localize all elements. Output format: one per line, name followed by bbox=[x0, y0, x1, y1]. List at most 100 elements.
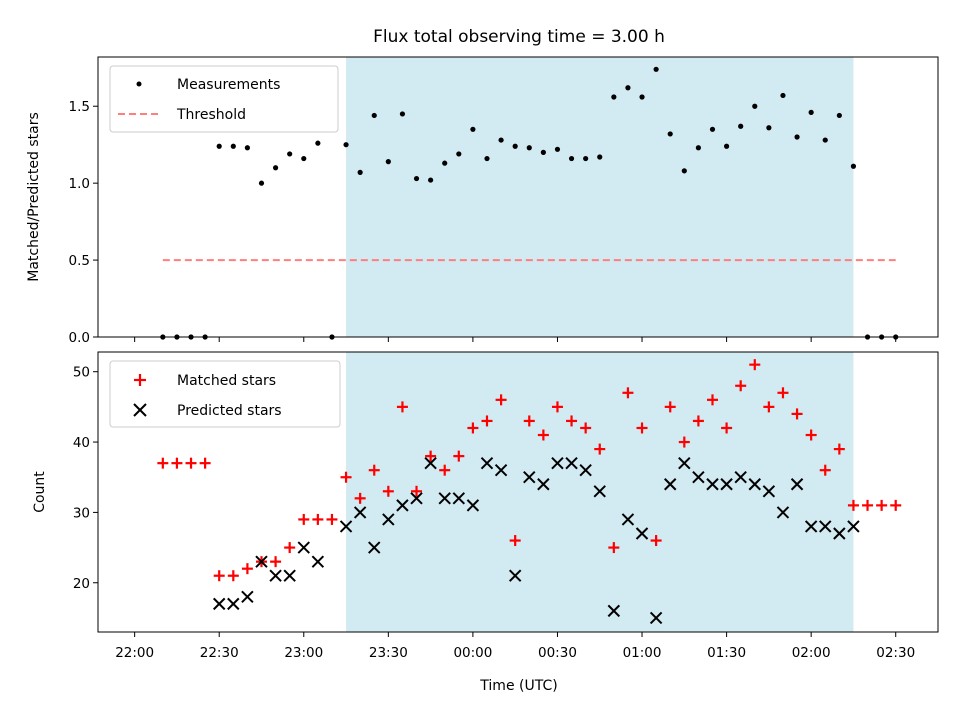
measurement-point bbox=[625, 85, 631, 91]
predicted-star-stroke-b bbox=[353, 506, 367, 519]
matched-star-point bbox=[453, 450, 465, 462]
measurement-point bbox=[709, 126, 716, 132]
predicted-star-stroke-b bbox=[523, 471, 536, 484]
bottom-plot-area: 20 30 40 50 22:00 22:30 23:00 23:30 00:00 00:30 01… bbox=[73, 351, 939, 661]
matched-star-point bbox=[622, 387, 634, 399]
matched-star-point bbox=[664, 401, 676, 413]
measurement-point bbox=[554, 146, 561, 152]
matched-star-point bbox=[636, 422, 648, 434]
measurement-point bbox=[752, 103, 758, 109]
predicted-star-point bbox=[537, 478, 550, 491]
matched-star-point bbox=[721, 422, 733, 434]
measurement-point bbox=[639, 94, 645, 100]
predicted-star-point bbox=[551, 456, 564, 470]
matched-star-point bbox=[340, 471, 352, 483]
predicted-star-point bbox=[607, 604, 621, 618]
measurement-point bbox=[371, 112, 377, 119]
top-y-tick-label: 1.5 bbox=[69, 99, 90, 115]
predicted-star-stroke-b bbox=[466, 499, 480, 512]
matched-star-point bbox=[566, 415, 578, 427]
predicted-star-point bbox=[227, 597, 240, 611]
measurement-point bbox=[597, 154, 603, 160]
matched-star-point bbox=[199, 457, 211, 469]
predicted-star-stroke-b bbox=[424, 456, 437, 470]
matched-star-point bbox=[185, 457, 197, 469]
predicted-star-point bbox=[213, 597, 226, 611]
measurement-point bbox=[794, 134, 800, 140]
matched-star-point bbox=[382, 485, 394, 497]
predicted-star-stroke-b bbox=[297, 541, 310, 554]
x-tick-label: 00:30 bbox=[538, 645, 577, 661]
x-tick-label: 01:00 bbox=[623, 645, 662, 661]
predicted-star-stroke-b bbox=[565, 456, 578, 470]
predicted-star-stroke-b bbox=[748, 478, 761, 491]
predicted-star-point bbox=[804, 520, 818, 533]
predicted-star-point bbox=[368, 541, 381, 554]
measurement-point bbox=[498, 137, 504, 143]
bottom-y-axis-label: Count bbox=[32, 471, 48, 513]
predicted-star-stroke-b bbox=[579, 463, 592, 477]
measurement-point bbox=[723, 143, 730, 149]
matched-star-point bbox=[890, 499, 902, 511]
predicted-star-stroke-b bbox=[804, 520, 818, 533]
predicted-star-point bbox=[762, 485, 776, 498]
predicted-star-stroke-b bbox=[283, 569, 296, 582]
matched-star-point bbox=[763, 401, 775, 413]
predicted-star-point bbox=[833, 527, 846, 540]
matched-star-point bbox=[495, 394, 507, 406]
predicted-star-point bbox=[692, 471, 705, 484]
top-legend: Measurements Threshold bbox=[109, 65, 339, 133]
matched-star-point bbox=[594, 443, 606, 455]
matched-star-point bbox=[284, 542, 296, 554]
top-y-axis-label: Matched/Predicted stars bbox=[26, 112, 42, 282]
predicted-star-stroke-b bbox=[635, 527, 649, 540]
predicted-star-stroke-b bbox=[438, 492, 451, 505]
measurement-point bbox=[780, 92, 786, 99]
predicted-star-stroke-b bbox=[678, 456, 691, 470]
measurement-point bbox=[583, 155, 589, 162]
top-plot-area: 0.0 0.5 1.0 1.5 bbox=[69, 56, 939, 346]
measurement-point bbox=[272, 165, 279, 171]
predicted-star-stroke-b bbox=[776, 506, 790, 519]
matched-star-point bbox=[706, 394, 718, 406]
legend-threshold-label: Threshold bbox=[176, 107, 246, 123]
measurement-point bbox=[343, 142, 349, 148]
predicted-star-stroke-b bbox=[692, 471, 705, 484]
matched-star-point bbox=[678, 436, 690, 448]
predicted-star-point bbox=[494, 463, 508, 477]
predicted-star-point bbox=[396, 499, 409, 512]
matched-star-point bbox=[833, 443, 845, 455]
measurement-point bbox=[301, 155, 307, 162]
predicted-star-stroke-b bbox=[255, 555, 268, 568]
matched-star-point bbox=[650, 535, 662, 547]
matched-star-point bbox=[805, 429, 817, 441]
predicted-star-stroke-b bbox=[706, 478, 719, 491]
predicted-star-point bbox=[678, 456, 691, 470]
measurement-point bbox=[540, 149, 546, 155]
matched-star-point bbox=[425, 450, 437, 462]
matched-star-point bbox=[735, 380, 747, 392]
predicted-star-stroke-b bbox=[833, 527, 846, 540]
bottom-panel: 20 30 40 50 22:00 22:30 23:00 23:30 00:00 00:30 01… bbox=[32, 351, 939, 694]
measurement-point bbox=[357, 169, 363, 175]
measurement-point bbox=[512, 143, 518, 149]
matched-star-point bbox=[481, 415, 493, 427]
top-legend-box bbox=[109, 65, 339, 133]
predicted-star-stroke-b bbox=[452, 492, 466, 505]
predicted-star-point bbox=[438, 492, 451, 505]
predicted-star-point bbox=[819, 520, 832, 533]
predicted-star-stroke-b bbox=[382, 513, 395, 526]
top-y-tick-label: 0.5 bbox=[69, 253, 90, 269]
matched-stars-legend-marker bbox=[134, 374, 146, 386]
matched-star-point bbox=[608, 542, 620, 554]
matched-star-point bbox=[847, 499, 859, 511]
legend-measurements-label: Measurements bbox=[177, 77, 280, 93]
bottom-axes-frame bbox=[97, 351, 939, 633]
matched-star-point bbox=[537, 429, 549, 441]
matched-star-point bbox=[509, 535, 521, 547]
predicted-star-stroke-b bbox=[213, 597, 226, 611]
predicted-star-stroke-b bbox=[311, 555, 325, 568]
matched-star-point bbox=[270, 556, 282, 568]
measurement-point bbox=[287, 151, 293, 157]
x-tick-label: 22:30 bbox=[200, 645, 239, 661]
